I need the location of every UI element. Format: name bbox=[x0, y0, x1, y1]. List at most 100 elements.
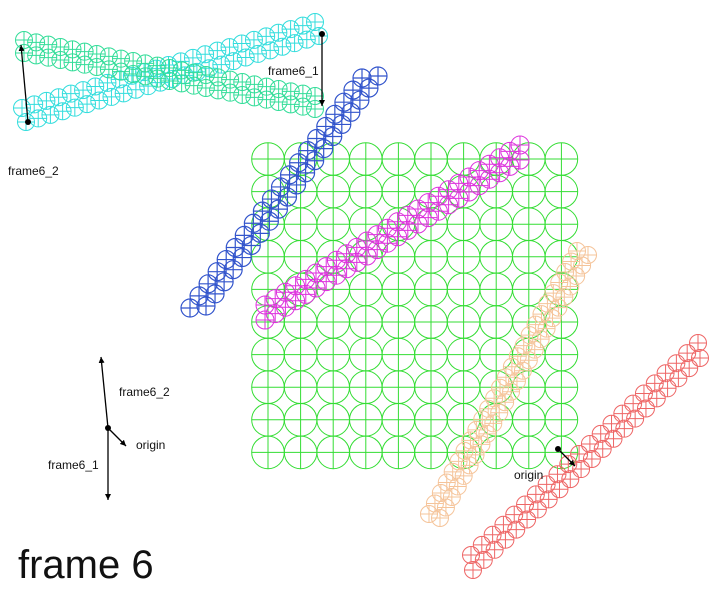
peach-circle bbox=[420, 505, 438, 523]
grid-circle bbox=[381, 142, 416, 176]
frame6-1-top-label: frame6_1 bbox=[268, 64, 319, 78]
blue-circle bbox=[198, 274, 218, 294]
peach-circle bbox=[531, 330, 550, 349]
grid-circle bbox=[512, 403, 546, 437]
peach-circle bbox=[579, 246, 597, 264]
blue-circle bbox=[289, 153, 309, 173]
mint-circle bbox=[87, 58, 106, 76]
mint-circle bbox=[172, 74, 191, 93]
mint-circle bbox=[257, 90, 276, 109]
cyan-circle bbox=[37, 91, 56, 110]
blue-circle bbox=[334, 92, 354, 112]
peach-circle bbox=[514, 336, 533, 355]
grid-circle bbox=[251, 370, 285, 405]
mint-circle bbox=[196, 79, 215, 97]
mint-circle bbox=[184, 76, 203, 95]
cyan-circle bbox=[65, 98, 84, 117]
origin-bottom-label: origin bbox=[514, 468, 543, 482]
grid-circle bbox=[414, 435, 448, 470]
blue-circle bbox=[314, 139, 334, 159]
grid-circle bbox=[414, 370, 448, 405]
peach-circle bbox=[431, 483, 450, 502]
cyan-circle bbox=[261, 41, 280, 60]
blue-circle bbox=[332, 114, 352, 135]
magenta-circle-chain bbox=[255, 135, 530, 330]
cyan-circle bbox=[78, 95, 97, 114]
cyan-circle bbox=[102, 87, 121, 106]
red-circle bbox=[626, 409, 645, 428]
mint-circle bbox=[51, 51, 70, 69]
blue-circle-chain bbox=[180, 66, 388, 318]
peach-circle bbox=[537, 319, 556, 338]
peach-circle bbox=[526, 315, 545, 334]
grid-circle bbox=[349, 403, 383, 437]
red-circle bbox=[483, 525, 502, 544]
mint-circle bbox=[160, 72, 179, 90]
mint-circle-chain bbox=[15, 31, 324, 118]
cyan-circle bbox=[122, 66, 141, 85]
red-circle bbox=[496, 530, 515, 549]
magenta-circle bbox=[449, 173, 469, 193]
peach-circle bbox=[448, 477, 467, 496]
grid-circle bbox=[283, 337, 318, 372]
peach-circle bbox=[508, 347, 527, 366]
magenta-circle bbox=[490, 148, 510, 168]
cyan-circle bbox=[183, 48, 202, 67]
blue-circle bbox=[243, 213, 263, 233]
blue-circle bbox=[295, 163, 316, 183]
peach-circle bbox=[538, 294, 557, 313]
magenta-circle bbox=[459, 167, 479, 187]
cyan-circle bbox=[297, 30, 316, 49]
cyan-circle bbox=[212, 55, 231, 74]
peach-circle bbox=[484, 414, 503, 433]
blue-circle bbox=[352, 68, 372, 88]
cyan-circle bbox=[29, 109, 48, 128]
grid-circle bbox=[544, 142, 579, 176]
red-circle bbox=[462, 546, 480, 564]
cyan-circle bbox=[208, 41, 227, 60]
grid-circle bbox=[316, 370, 351, 405]
peach-circle bbox=[502, 357, 521, 376]
peach-circle bbox=[454, 466, 473, 485]
peach-circle bbox=[549, 298, 568, 317]
blue-circle bbox=[241, 235, 261, 256]
mint-circle bbox=[221, 83, 240, 102]
blue-circle bbox=[214, 272, 234, 292]
peach-circle bbox=[455, 441, 474, 460]
magenta-circle bbox=[367, 225, 387, 245]
red-circle bbox=[526, 485, 545, 504]
mint-circle bbox=[15, 44, 33, 62]
peach-circle bbox=[479, 399, 498, 418]
peach-circle bbox=[437, 473, 456, 492]
blue-circle bbox=[216, 249, 236, 270]
peach-circle bbox=[436, 498, 455, 517]
magenta-circle bbox=[347, 237, 367, 257]
green-circle-grid bbox=[251, 142, 579, 470]
grid-circle bbox=[251, 142, 285, 176]
blue-circle bbox=[277, 187, 298, 207]
red-circle bbox=[580, 434, 599, 453]
peach-circle bbox=[502, 382, 521, 401]
red-circle bbox=[624, 394, 643, 413]
peach-circle bbox=[573, 256, 592, 275]
blue-circle bbox=[323, 126, 343, 147]
grid-circle bbox=[381, 272, 416, 307]
grid-circle bbox=[381, 337, 416, 372]
grid-circle bbox=[316, 403, 351, 437]
blue-circle bbox=[250, 223, 270, 243]
magenta-circle bbox=[479, 154, 499, 174]
magenta-circle bbox=[388, 212, 408, 232]
peach-circle bbox=[491, 378, 510, 397]
mint-circle bbox=[112, 62, 130, 81]
blue-circle bbox=[316, 116, 336, 137]
grid-circle bbox=[381, 305, 416, 339]
blue-circle bbox=[232, 247, 252, 268]
blue-circle bbox=[270, 177, 291, 197]
red-circle bbox=[602, 414, 621, 433]
magenta-circle bbox=[337, 244, 357, 264]
grid-circle bbox=[316, 435, 351, 470]
grid-circle bbox=[283, 239, 318, 274]
peach-circle bbox=[568, 242, 586, 260]
magenta-circle bbox=[398, 205, 418, 225]
